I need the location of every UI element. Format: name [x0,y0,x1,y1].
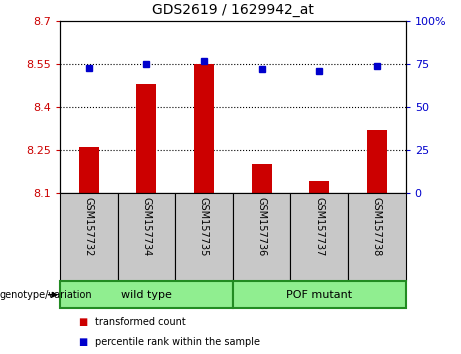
Text: ■: ■ [78,317,88,327]
Text: GSM157732: GSM157732 [84,198,94,257]
Text: GSM157734: GSM157734 [142,198,151,257]
Bar [252,164,272,193]
Text: wild type: wild type [121,290,172,300]
Bar [367,130,387,193]
Bar [290,193,348,281]
Text: POF mutant: POF mutant [286,290,352,300]
Text: percentile rank within the sample: percentile rank within the sample [95,337,260,348]
Bar [118,193,175,281]
Bar [348,193,406,281]
Bar [60,193,118,281]
Text: genotype/variation: genotype/variation [0,290,93,300]
Text: GSM157736: GSM157736 [257,198,266,257]
Text: GSM157738: GSM157738 [372,198,382,257]
Text: GSM157735: GSM157735 [199,198,209,257]
Text: transformed count: transformed count [95,317,185,327]
Bar [309,182,329,193]
Text: GSM157737: GSM157737 [314,198,324,257]
Title: GDS2619 / 1629942_at: GDS2619 / 1629942_at [152,4,314,17]
Bar [233,281,406,308]
Bar [194,64,214,193]
Bar [175,193,233,281]
Text: ■: ■ [78,337,88,348]
Bar [60,281,233,308]
Bar [136,84,156,193]
Bar [79,147,99,193]
Bar [233,193,290,281]
